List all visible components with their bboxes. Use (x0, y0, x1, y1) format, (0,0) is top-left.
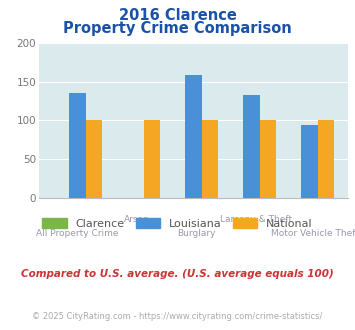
Text: Burglary: Burglary (177, 229, 215, 238)
Bar (318, 120, 334, 198)
Legend: Clarence, Louisiana, National: Clarence, Louisiana, National (38, 214, 317, 234)
Text: Motor Vehicle Theft: Motor Vehicle Theft (271, 229, 355, 238)
Text: Arson: Arson (124, 215, 150, 224)
Bar (185, 76, 202, 198)
Bar (244, 95, 260, 198)
Bar (69, 93, 86, 198)
Text: © 2025 CityRating.com - https://www.cityrating.com/crime-statistics/: © 2025 CityRating.com - https://www.city… (32, 312, 323, 321)
Text: Compared to U.S. average. (U.S. average equals 100): Compared to U.S. average. (U.S. average … (21, 269, 334, 279)
Text: Larceny & Theft: Larceny & Theft (220, 215, 292, 224)
Bar (202, 120, 218, 198)
Bar (143, 120, 160, 198)
Bar (86, 120, 102, 198)
Text: All Property Crime: All Property Crime (36, 229, 119, 238)
Bar (260, 120, 276, 198)
Text: Property Crime Comparison: Property Crime Comparison (63, 21, 292, 36)
Text: 2016 Clarence: 2016 Clarence (119, 8, 236, 23)
Bar (301, 125, 318, 198)
